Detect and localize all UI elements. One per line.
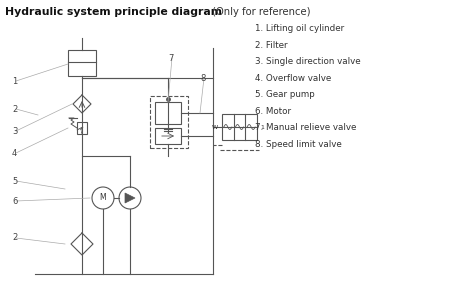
Text: 7. Manual relieve valve: 7. Manual relieve valve xyxy=(255,123,356,132)
Text: 5: 5 xyxy=(12,176,17,186)
Text: 4: 4 xyxy=(12,149,17,157)
Text: W: W xyxy=(212,125,218,130)
Text: 5. Gear pump: 5. Gear pump xyxy=(255,90,315,99)
Bar xyxy=(222,114,257,140)
Bar xyxy=(150,96,188,148)
Text: 1: 1 xyxy=(12,76,17,86)
Text: 8: 8 xyxy=(200,73,205,83)
Text: 6: 6 xyxy=(12,197,18,205)
Text: (Only for reference): (Only for reference) xyxy=(209,7,310,17)
Text: 3. Single direction valve: 3. Single direction valve xyxy=(255,57,360,66)
Text: 1: 1 xyxy=(260,125,264,130)
Text: 6. Motor: 6. Motor xyxy=(255,107,291,115)
Circle shape xyxy=(119,187,141,209)
Text: 8. Speed limit valve: 8. Speed limit valve xyxy=(255,139,342,149)
Bar xyxy=(68,50,96,76)
Bar xyxy=(155,128,181,144)
Text: 3: 3 xyxy=(12,126,18,136)
Polygon shape xyxy=(125,193,135,203)
Bar xyxy=(155,102,181,124)
Circle shape xyxy=(92,187,114,209)
Text: 1. Lifting oil cylinder: 1. Lifting oil cylinder xyxy=(255,24,344,33)
Text: M: M xyxy=(100,194,106,202)
Bar xyxy=(77,122,87,134)
Text: 7: 7 xyxy=(168,54,173,62)
Text: 2: 2 xyxy=(12,104,17,113)
Text: 2. Filter: 2. Filter xyxy=(255,41,288,49)
Text: Hydraulic system principle diagram: Hydraulic system principle diagram xyxy=(5,7,222,17)
Text: 2: 2 xyxy=(12,234,17,242)
Text: 4. Overflow valve: 4. Overflow valve xyxy=(255,73,331,83)
